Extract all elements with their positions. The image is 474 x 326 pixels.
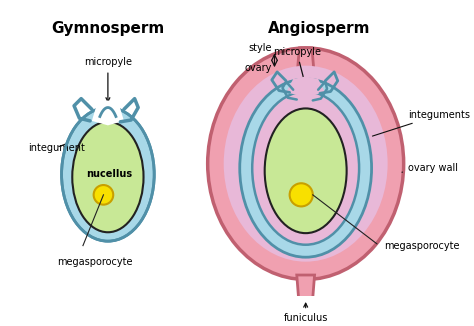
Ellipse shape [264,109,346,233]
Text: Gymnosperm: Gymnosperm [51,21,164,36]
Text: ovary wall: ovary wall [402,163,458,173]
Text: style: style [248,43,272,53]
Text: micropyle: micropyle [273,47,321,82]
Text: Angiosperm: Angiosperm [268,21,370,36]
Text: nucellus: nucellus [284,168,330,178]
Ellipse shape [290,183,313,206]
Text: ovary: ovary [245,63,272,73]
Text: funiculus: funiculus [283,303,328,323]
Text: micropyle: micropyle [84,57,132,102]
Ellipse shape [240,79,372,257]
Text: megasporocyte: megasporocyte [384,241,460,251]
Text: megasporocyte: megasporocyte [57,257,132,267]
Polygon shape [92,100,124,126]
Polygon shape [286,76,325,97]
Ellipse shape [62,108,154,241]
Polygon shape [296,48,316,88]
Ellipse shape [252,92,359,245]
Ellipse shape [224,66,388,262]
Ellipse shape [72,122,144,232]
Text: integument: integument [27,143,84,153]
Text: integuments: integuments [373,110,470,136]
Ellipse shape [208,48,404,279]
Text: nucellus: nucellus [87,169,133,179]
Ellipse shape [94,185,113,205]
Polygon shape [297,275,315,309]
